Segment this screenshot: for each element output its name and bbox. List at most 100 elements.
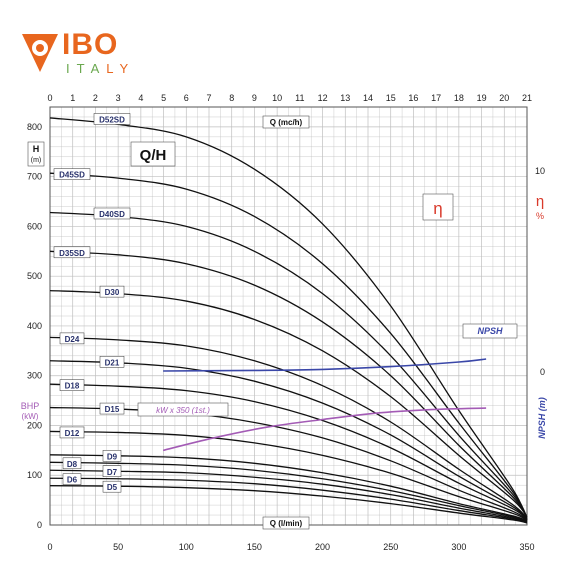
y-left-tick-label: 200	[27, 420, 42, 430]
x-top-tick-label: 21	[522, 93, 532, 103]
x-top-tick-label: 10	[272, 93, 282, 103]
efficiency-curve-label: η	[433, 199, 442, 218]
x-bottom-tick-label: 350	[519, 542, 534, 552]
head-curve-d35sd	[49, 250, 528, 518]
x-top-tick-label: 13	[340, 93, 350, 103]
x-bottom-tick-label: 50	[113, 542, 123, 552]
npsh-curve	[163, 358, 487, 372]
series-label-box	[59, 426, 85, 439]
chart-grid	[49, 106, 528, 526]
x-bottom-tick-label: 300	[451, 542, 466, 552]
y-left-tick-label: 0	[37, 520, 42, 530]
x-top-tick-label: 4	[138, 93, 143, 103]
y-left-axis-label: H	[33, 144, 40, 154]
series-label-d52sd: D52SD	[99, 115, 125, 124]
series-label-d5: D5	[107, 483, 118, 492]
y-left-tick-label: 800	[27, 122, 42, 132]
head-curve-d15	[49, 406, 528, 521]
y-left-tick-label: 400	[27, 321, 42, 331]
y-left-tick-label: 300	[27, 371, 42, 381]
x-top-tick-label: 3	[116, 93, 121, 103]
y-left-label-box	[27, 141, 45, 167]
x-top-tick-label: 17	[431, 93, 441, 103]
series-label-box	[53, 168, 91, 180]
power-label-box	[137, 402, 229, 417]
x-top-tick-label: 7	[206, 93, 211, 103]
head-curve-d7	[49, 469, 528, 523]
npsh-axis-label: NPSH (m)	[537, 397, 547, 439]
x-bottom-label-box	[262, 516, 310, 530]
x-top-tick-label: 18	[454, 93, 464, 103]
logo-sub-text: ITALY	[66, 61, 135, 76]
x-top-tick-label: 0	[47, 93, 52, 103]
x-bottom-tick-label: 200	[315, 542, 330, 552]
series-label-box	[93, 113, 131, 125]
series-label-d18: D18	[65, 382, 80, 391]
x-top-tick-label: 2	[93, 93, 98, 103]
x-top-tick-label: 15	[386, 93, 396, 103]
x-top-tick-label: 20	[499, 93, 509, 103]
series-label-d21: D21	[105, 358, 120, 367]
series-label-d45sd: D45SD	[59, 171, 85, 180]
head-curve-d5	[49, 485, 528, 524]
x-bottom-tick-label: 150	[247, 542, 262, 552]
x-top-tick-label: 8	[229, 93, 234, 103]
series-label-box	[62, 457, 82, 470]
series-label-box	[102, 450, 122, 462]
y-right-tick-label: 0	[540, 367, 545, 377]
series-label-d8: D8	[67, 460, 78, 469]
npsh-label-box	[462, 323, 518, 339]
y-left-tick-label: 700	[27, 172, 42, 182]
x-top-tick-label: 6	[184, 93, 189, 103]
series-label-box	[59, 379, 85, 391]
x-top-axis-label: Q (mc/h)	[270, 118, 303, 127]
logo-sub-a: ITA	[66, 61, 107, 76]
series-label-box	[102, 465, 122, 478]
head-curve-d52sd	[49, 117, 528, 521]
npsh-curve-label: NPSH	[477, 326, 503, 336]
series-label-d9: D9	[107, 452, 118, 461]
x-bottom-tick-label: 100	[179, 542, 194, 552]
series-label-box	[99, 285, 125, 298]
series-label-d24: D24	[65, 335, 80, 344]
chart-title: Q/H	[140, 147, 167, 164]
efficiency-axis-unit: %	[536, 211, 544, 221]
y-left-tick-label: 100	[27, 470, 42, 480]
bhp-axis-label: BHP	[21, 401, 40, 411]
head-curve-d9	[49, 454, 528, 522]
series-label-d7: D7	[107, 468, 118, 477]
bhp-axis-unit: (kW)	[22, 412, 39, 421]
series-label-box	[99, 356, 125, 368]
head-curve-d24	[49, 336, 528, 520]
series-label-box	[59, 332, 85, 345]
head-curve-d30	[49, 289, 528, 518]
x-top-tick-label: 9	[252, 93, 257, 103]
power-curve-label: kW x 350 (1st.)	[156, 406, 210, 415]
aux-curves	[162, 358, 487, 452]
logo-sub-b: LY	[106, 61, 136, 76]
x-top-tick-label: 5	[161, 93, 166, 103]
x-top-tick-label: 19	[477, 93, 487, 103]
series-label-d30: D30	[105, 288, 120, 297]
head-curve-d6	[49, 477, 528, 524]
chart-title-box	[130, 141, 176, 167]
x-top-tick-label: 1	[70, 93, 75, 103]
x-top-tick-label: 11	[295, 93, 304, 103]
logo-mark-icon	[22, 34, 58, 72]
head-curve-d40sd	[49, 211, 528, 518]
series-label-box	[102, 480, 122, 493]
head-curve-d21	[49, 360, 528, 520]
y-right-tick-label: 10	[535, 166, 545, 176]
efficiency-axis-label: η	[536, 193, 544, 210]
y-left-axis-unit: (m)	[31, 157, 42, 164]
x-bottom-axis-label: Q (l/min)	[270, 519, 303, 528]
series-label-d40sd: D40SD	[99, 210, 125, 219]
series-label-d6: D6	[67, 476, 78, 485]
y-left-tick-label: 600	[27, 221, 42, 231]
series-label-box	[99, 402, 125, 415]
efficiency-label-box	[422, 193, 454, 221]
series-label-box	[62, 473, 82, 485]
series-label-d35sd: D35SD	[59, 249, 85, 258]
x-bottom-tick-label: 0	[47, 542, 52, 552]
